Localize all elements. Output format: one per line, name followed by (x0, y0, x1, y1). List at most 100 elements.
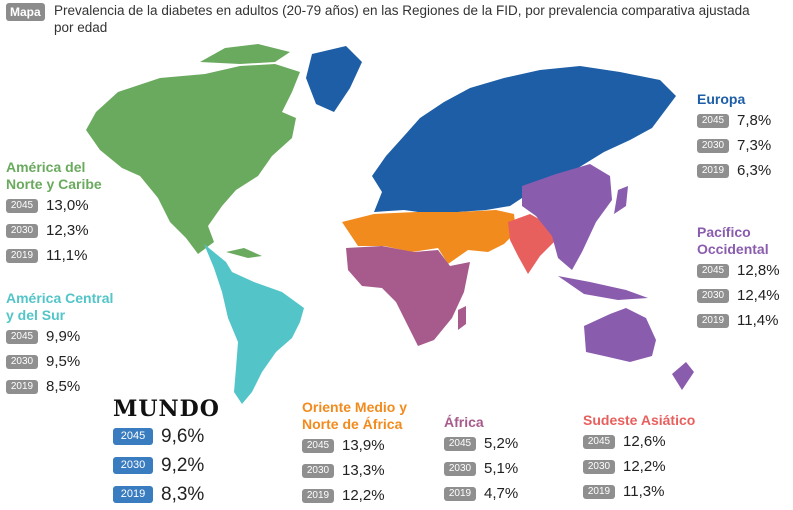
stat-value: 7,8% (737, 112, 772, 129)
region-japan-shape (614, 186, 628, 214)
year-badge: 2019 (6, 248, 38, 263)
stat-row: 2045 13,0% (6, 193, 102, 218)
year-badge: 2045 (444, 436, 476, 451)
stat-value: 9,2% (161, 454, 205, 476)
region-greenland-shape (306, 46, 362, 112)
region-se-asia: Sudeste Asiático 2045 12,6% 2030 12,2% 201… (583, 412, 695, 504)
year-badge: 2045 (113, 428, 153, 445)
region-w-pacific-shape (522, 164, 612, 270)
stat-value: 12,2% (623, 458, 666, 475)
year-badge: 2019 (583, 484, 615, 499)
stat-value: 13,0% (46, 197, 89, 214)
year-badge: 2045 (583, 434, 615, 449)
year-badge: 2030 (444, 461, 476, 476)
year-badge: 2045 (697, 263, 729, 278)
stat-row: 2019 12,2% (302, 483, 407, 508)
region-north-america: América del Norte y Caribe 2045 13,0% 203… (6, 159, 102, 268)
region-w-pacific-name: Pacífico Occidental (697, 224, 780, 258)
stat-row: 2045 12,8% (697, 258, 780, 283)
region-europe-name: Europa (697, 91, 771, 108)
region-south-america: América Central y del Sur 2045 9,9% 2030 9… (6, 290, 113, 399)
year-badge: 2045 (697, 113, 729, 128)
stat-row: 2019 4,7% (444, 481, 518, 506)
year-badge: 2030 (583, 459, 615, 474)
year-badge: 2019 (697, 313, 729, 328)
stat-row: 2045 7,8% (697, 108, 771, 133)
region-name-line1: Europa (697, 91, 746, 107)
year-badge: 2045 (6, 329, 38, 344)
stat-value: 12,6% (623, 433, 666, 450)
stat-row: 2019 11,3% (583, 479, 695, 504)
region-se-asia-name: Sudeste Asiático (583, 412, 696, 428)
stat-row: 2030 9,2% (113, 451, 220, 480)
stat-row: 2019 8,3% (113, 480, 220, 509)
region-name-line1: América Central (6, 290, 114, 306)
stat-row: 2019 11,4% (697, 308, 780, 333)
region-europe-shape (372, 66, 676, 214)
year-badge: 2030 (697, 138, 729, 153)
year-badge: 2030 (6, 354, 38, 369)
region-mena: Oriente Medio y Norte de África 2045 13,9… (302, 399, 407, 508)
stat-row: 2030 12,2% (583, 454, 695, 479)
region-north-america-arctic-shape (200, 44, 290, 64)
year-badge: 2030 (302, 463, 334, 478)
region-name-line2: y del Sur (6, 307, 66, 323)
stat-value: 5,2% (484, 435, 519, 452)
stat-row: 2030 9,5% (6, 349, 113, 374)
stat-row: 2045 12,6% (583, 429, 695, 454)
region-w-pacific: Pacífico Occidental 2045 12,8% 2030 12,4% … (697, 224, 780, 333)
stat-value: 12,8% (737, 262, 780, 279)
region-name-line2: Norte y Caribe (6, 176, 102, 192)
stat-row: 2030 5,1% (444, 456, 518, 481)
stat-value: 9,6% (161, 425, 205, 447)
region-indonesia-shape (558, 276, 648, 300)
region-south-america-name: América Central y del Sur (6, 290, 113, 324)
stat-row: 2030 13,3% (302, 458, 407, 483)
stat-value: 12,2% (342, 487, 385, 504)
stat-value: 9,5% (46, 353, 81, 370)
map-tag: Mapa (6, 3, 45, 21)
region-new-zealand-shape (672, 362, 694, 390)
region-name-line1: América del (6, 159, 86, 175)
region-mena-name: Oriente Medio y Norte de África (302, 399, 407, 433)
region-africa: África 2045 5,2% 2030 5,1% 2019 4,7% (444, 414, 518, 506)
stat-value: 11,4% (737, 312, 779, 329)
stat-value: 5,1% (484, 460, 519, 477)
region-name-line1: Pacífico (697, 224, 751, 240)
region-name-line1: Oriente Medio y (302, 399, 408, 415)
year-badge: 2045 (6, 198, 38, 213)
stat-row: 2019 11,1% (6, 243, 102, 268)
stat-row: 2030 12,4% (697, 283, 780, 308)
stat-row: 2045 9,9% (6, 324, 113, 349)
year-badge: 2019 (113, 486, 153, 503)
region-europe: Europa 2045 7,8% 2030 7,3% 2019 6,3% (697, 91, 771, 183)
year-badge: 2019 (302, 488, 334, 503)
stat-value: 13,3% (342, 462, 385, 479)
year-badge: 2019 (6, 379, 38, 394)
stat-row: 2045 13,9% (302, 433, 407, 458)
year-badge: 2030 (113, 457, 153, 474)
stat-value: 4,7% (484, 485, 519, 502)
stat-row: 2030 12,3% (6, 218, 102, 243)
stat-row: 2045 5,2% (444, 431, 518, 456)
region-se-asia-shape (508, 214, 556, 274)
year-badge: 2019 (444, 486, 476, 501)
stat-row: 2019 8,5% (6, 374, 113, 399)
stat-value: 9,9% (46, 328, 81, 345)
stat-value: 11,3% (623, 483, 665, 500)
region-australia-shape (584, 308, 656, 362)
stat-row: 2019 6,3% (697, 158, 771, 183)
stat-value: 8,5% (46, 378, 81, 395)
year-badge: 2030 (697, 288, 729, 303)
region-name-line2: Norte de África (302, 416, 403, 432)
region-name-line2: Occidental (697, 241, 769, 257)
region-caribbean-shape (226, 248, 262, 258)
region-mena-shape (342, 210, 516, 264)
region-north-america-name: América del Norte y Caribe (6, 159, 102, 193)
region-north-america-shape (86, 64, 300, 254)
stat-value: 8,3% (161, 483, 205, 505)
year-badge: 2030 (6, 223, 38, 238)
map-title: Prevalencia de la diabetes en adultos (2… (54, 3, 750, 35)
region-south-america-shape (204, 244, 304, 404)
